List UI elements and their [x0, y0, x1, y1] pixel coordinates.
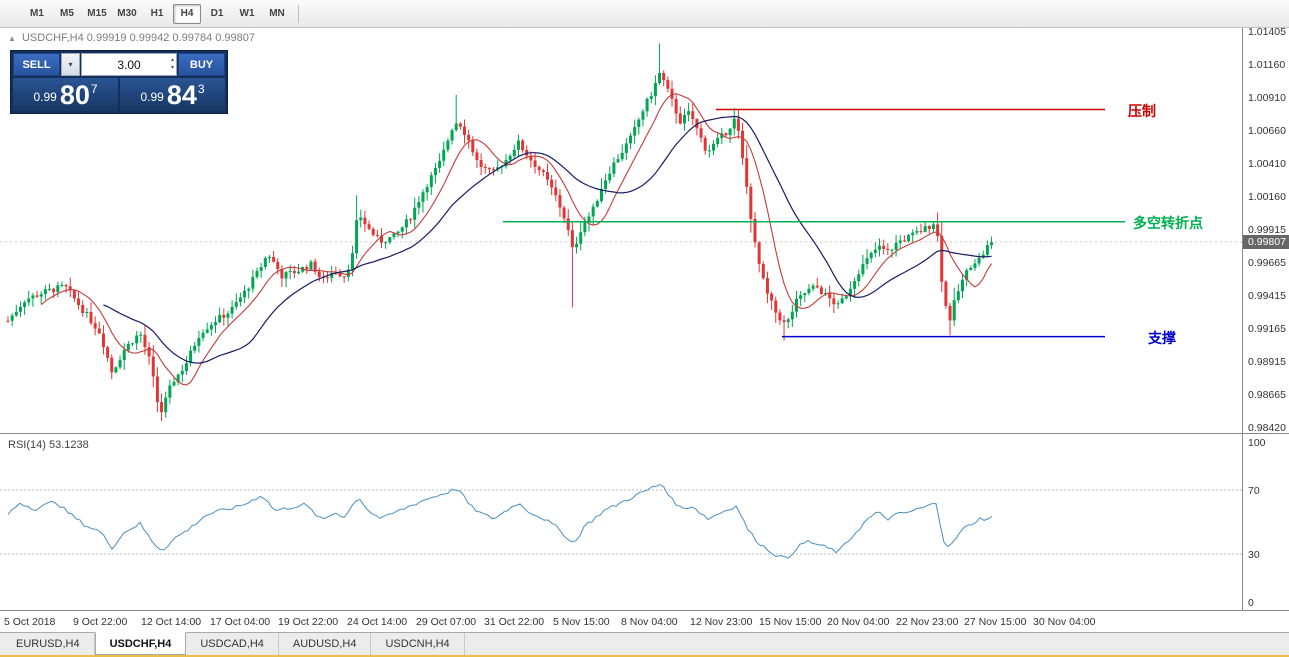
volume-field[interactable]: 3.00 ▴ ▾: [81, 53, 177, 76]
time-label: 5 Oct 2018: [4, 616, 56, 628]
rsi-plot: [0, 484, 1242, 559]
chart-tab-eurusd[interactable]: EURUSD,H4: [2, 633, 95, 655]
collapse-arrow-icon[interactable]: ▲: [8, 34, 16, 43]
time-label: 31 Oct 22:00: [484, 616, 545, 628]
volume-spinner[interactable]: ▴ ▾: [171, 56, 174, 72]
price-tick: 1.00660: [1248, 125, 1286, 137]
rsi-axis-label: 100: [1248, 437, 1266, 449]
time-label: 29 Oct 07:00: [416, 616, 477, 628]
chart-symbol: USDCHF,H4: [21, 32, 84, 44]
timeframe-button-m5[interactable]: M5: [53, 4, 81, 24]
rsi-axis-label: 70: [1248, 485, 1260, 497]
price-tick: 0.98665: [1248, 389, 1286, 401]
chart-tab-usdcnh[interactable]: USDCNH,H4: [371, 633, 465, 655]
sell-price-display[interactable]: 0.99 80 7: [13, 78, 118, 111]
timeframe-button-group: M1 M5 M15 M30 H1 H4 D1 W1 MN: [22, 3, 292, 24]
price-tick: 1.01160: [1248, 59, 1286, 71]
price-tick: 0.99165: [1248, 323, 1286, 335]
timeframe-button-h4[interactable]: H4: [173, 3, 201, 24]
sell-price-pip: 7: [90, 82, 98, 96]
annotation-label-2: 支撑: [1148, 330, 1176, 346]
chart-tab-usdcad[interactable]: USDCAD,H4: [186, 633, 279, 655]
one-click-trade-panel: SELL ▾ 3.00 ▴ ▾ BUY 0.99 80 7 0.99 84 3: [10, 50, 228, 114]
spinner-down-icon[interactable]: ▾: [170, 65, 174, 71]
rsi-indicator-label: RSI(14) 53.1238: [8, 439, 89, 451]
timeframe-button-mn[interactable]: MN: [263, 4, 291, 24]
timeframe-button-h1[interactable]: H1: [143, 4, 171, 24]
buy-price-display[interactable]: 0.99 84 3: [120, 78, 225, 111]
time-label: 19 Oct 22:00: [278, 616, 339, 628]
price-tick: 0.98915: [1248, 356, 1286, 368]
chart-tab-bar: EURUSD,H4 USDCHF,H4 USDCAD,H4 AUDUSD,H4 USDC…: [0, 632, 1289, 655]
rsi-axis: 100 70 30 0: [1242, 434, 1289, 611]
chart-tab-usdchf[interactable]: USDCHF,H4: [94, 632, 187, 655]
price-tick: 0.98420: [1248, 422, 1286, 434]
trade-panel-top-row: SELL ▾ 3.00 ▴ ▾ BUY: [13, 53, 225, 76]
rsi-axis-label: 0: [1248, 597, 1254, 609]
chart-title: ▲ USDCHF,H4 0.99919 0.99942 0.99784 0.99…: [8, 32, 255, 44]
timeframe-toolbar: M1 M5 M15 M30 H1 H4 D1 W1 MN: [0, 0, 1289, 28]
sell-price-big-digits: 80: [59, 80, 90, 110]
sell-price-base: 0.99: [33, 90, 57, 104]
time-label: 15 Nov 15:00: [759, 616, 822, 628]
price-tick: 0.99665: [1248, 257, 1286, 269]
time-label: 24 Oct 14:00: [347, 616, 408, 628]
toolbar-separator: [298, 4, 299, 23]
sell-button[interactable]: SELL: [13, 53, 60, 76]
timeframe-button-d1[interactable]: D1: [203, 4, 231, 24]
trade-panel-price-row: 0.99 80 7 0.99 84 3: [13, 78, 225, 111]
candlestick-plot: [0, 43, 1242, 422]
time-label: 5 Nov 15:00: [553, 616, 610, 628]
price-tick: 0.99915: [1248, 224, 1286, 236]
time-label: 22 Nov 23:00: [896, 616, 959, 628]
price-tick: 1.00410: [1248, 158, 1286, 170]
bottom-accent-strip: [0, 655, 1289, 657]
timeframe-button-m30[interactable]: M30: [113, 4, 141, 24]
time-label: 30 Nov 04:00: [1033, 616, 1096, 628]
time-label: 20 Nov 04:00: [827, 616, 890, 628]
buy-price-pip: 3: [197, 82, 205, 96]
price-tick: 1.00160: [1248, 191, 1286, 203]
chevron-down-icon: ▾: [68, 60, 73, 69]
timeframe-button-w1[interactable]: W1: [233, 4, 261, 24]
price-tick: 1.01405: [1248, 26, 1286, 38]
buy-button[interactable]: BUY: [178, 53, 225, 76]
time-label: 27 Nov 15:00: [964, 616, 1027, 628]
rsi-panel[interactable]: RSI(14) 53.1238 100 70 30 0: [0, 433, 1289, 611]
buy-price-base: 0.99: [140, 90, 164, 104]
rsi-axis-label: 30: [1248, 549, 1260, 561]
annotation-label-1: 多空转折点: [1133, 215, 1203, 231]
time-label: 8 Nov 04:00: [621, 616, 678, 628]
timeframe-button-m1[interactable]: M1: [23, 4, 51, 24]
rsi-name: RSI(14): [8, 439, 46, 451]
price-axis[interactable]: 0.99807 1.01405 1.01160 1.00910 1.00660 1.00…: [1242, 26, 1289, 434]
time-label: 12 Oct 14:00: [141, 616, 202, 628]
volume-value: 3.00: [117, 57, 141, 72]
time-label: 9 Oct 22:00: [73, 616, 128, 628]
current-price-badge: 0.99807: [1243, 235, 1289, 249]
chart-ohlc-values: 0.99919 0.99942 0.99784 0.99807: [86, 32, 255, 44]
price-tick: 1.00910: [1248, 92, 1286, 104]
time-label: 12 Nov 23:00: [690, 616, 753, 628]
price-tick: 0.99415: [1248, 290, 1286, 302]
spinner-up-icon[interactable]: ▴: [170, 57, 174, 63]
volume-dropdown-button[interactable]: ▾: [61, 53, 80, 76]
annotation-label-0: 压制: [1128, 103, 1156, 119]
main-chart-panel[interactable]: ▲ USDCHF,H4 0.99919 0.99942 0.99784 0.99…: [0, 26, 1289, 434]
rsi-value: 53.1238: [48, 439, 89, 451]
buy-price-big-digits: 84: [166, 80, 197, 110]
time-label: 17 Oct 04:00: [210, 616, 271, 628]
chart-tab-audusd[interactable]: AUDUSD,H4: [279, 633, 372, 655]
time-axis[interactable]: 5 Oct 2018 9 Oct 22:00 12 Oct 14:00 17 Oct …: [0, 610, 1289, 632]
timeframe-button-m15[interactable]: M15: [83, 4, 111, 24]
